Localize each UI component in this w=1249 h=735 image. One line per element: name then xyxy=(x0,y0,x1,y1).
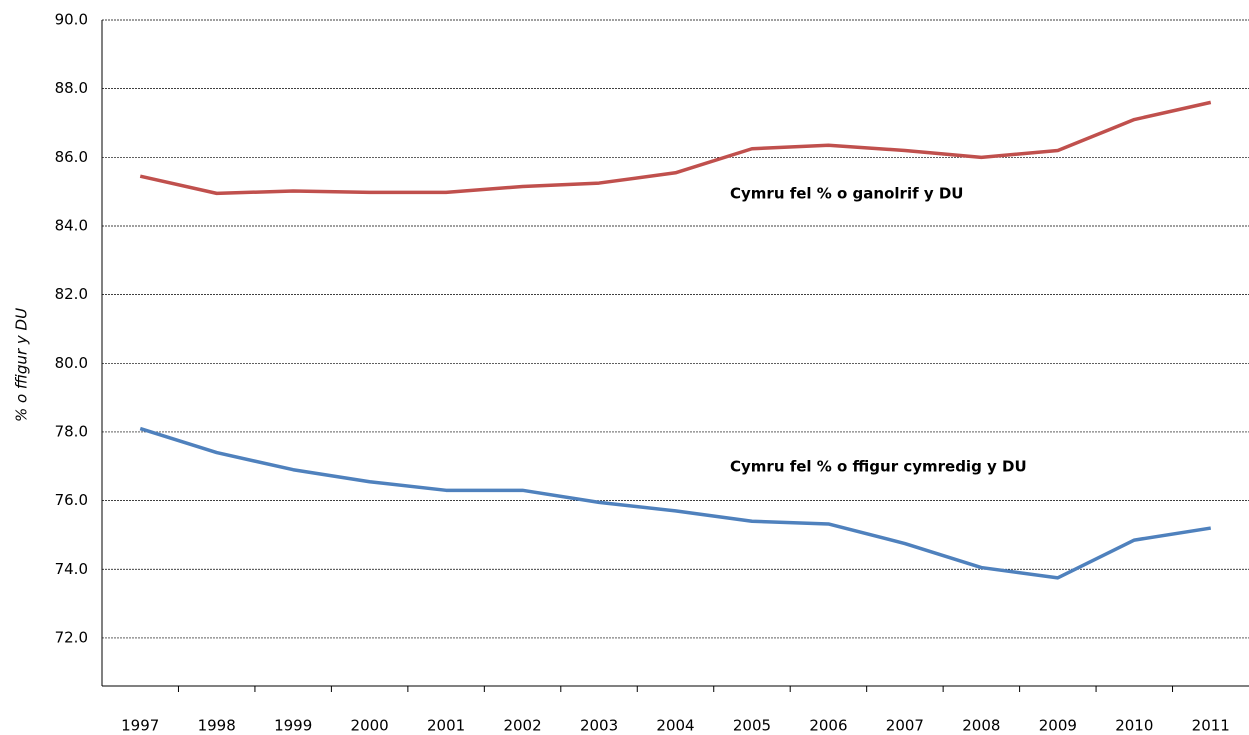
annotation: Cymru fel % o ffigur cymredig y DU xyxy=(730,458,1027,476)
x-tick-label: 2009 xyxy=(1039,717,1077,735)
y-tick-label: 72.0 xyxy=(55,628,88,646)
x-tick-label: 1997 xyxy=(121,717,159,735)
y-tick-label: 88.0 xyxy=(55,79,88,97)
x-tick-label: 2004 xyxy=(656,717,694,735)
x-tick-label: 2000 xyxy=(351,717,389,735)
y-tick-label: 86.0 xyxy=(55,148,88,166)
x-tick-label: 2011 xyxy=(1192,717,1230,735)
y-tick-label: 78.0 xyxy=(55,422,88,440)
y-tick-label: 84.0 xyxy=(55,216,88,234)
x-tick-label: 2003 xyxy=(580,717,618,735)
x-tick-label: 1998 xyxy=(198,717,236,735)
x-tick-label: 1999 xyxy=(274,717,312,735)
x-tick-label: 2008 xyxy=(962,717,1000,735)
y-tick-label: 90.0 xyxy=(55,11,88,29)
x-tick-label: 2005 xyxy=(733,717,771,735)
x-tick-label: 2006 xyxy=(809,717,847,735)
series-line xyxy=(139,426,1212,580)
series-line xyxy=(139,100,1212,196)
y-tick-label: 76.0 xyxy=(55,491,88,509)
annotation: Cymru fel % o ganolrif y DU xyxy=(730,185,963,203)
y-tick-label: 74.0 xyxy=(55,560,88,578)
x-tick-label: 2001 xyxy=(427,717,465,735)
y-axis-label: % o ffigur y DU xyxy=(13,308,31,422)
x-tick-label: 2010 xyxy=(1115,717,1153,735)
x-tick-label: 2007 xyxy=(886,717,924,735)
y-tick-label: 80.0 xyxy=(55,354,88,372)
x-tick-label: 2002 xyxy=(503,717,541,735)
y-tick-label: 82.0 xyxy=(55,285,88,303)
